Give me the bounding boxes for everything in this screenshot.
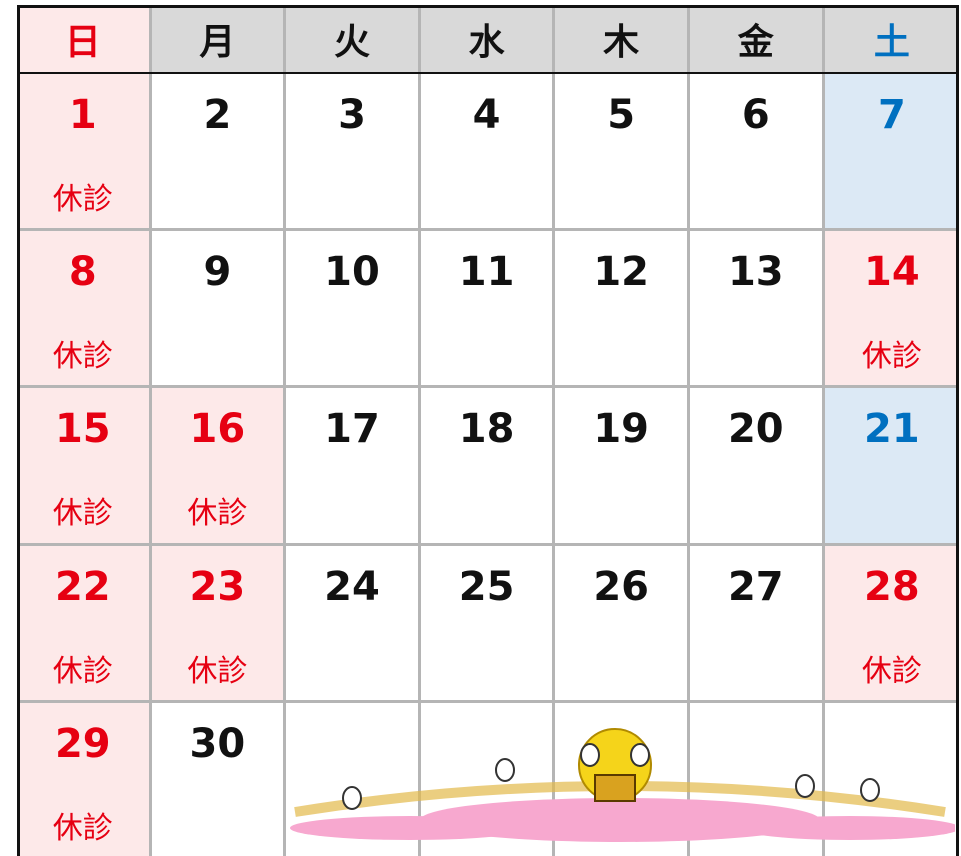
day-number: 3 xyxy=(338,92,366,138)
day-cell xyxy=(286,702,421,856)
day-cell: 15 休診 xyxy=(17,388,152,546)
day-cell: 22 休診 xyxy=(17,545,152,703)
day-number: 20 xyxy=(727,406,784,453)
day-cell: 13 xyxy=(690,231,825,389)
closed-note: 休診 xyxy=(52,339,113,375)
day-number: 29 xyxy=(54,720,111,767)
weekday-header: 日 xyxy=(17,5,152,72)
day-cell: 21 xyxy=(824,388,960,546)
day-number: 12 xyxy=(593,249,650,296)
day-number: 21 xyxy=(864,406,920,453)
day-cell: 23 休診 xyxy=(151,545,287,703)
day-cell: 29 休診 xyxy=(17,702,152,856)
day-cell: 16 休診 xyxy=(151,388,287,546)
closed-note: 休診 xyxy=(187,496,248,532)
weekday-header: 火 xyxy=(286,5,421,72)
day-cell: 1 休診 xyxy=(17,74,152,232)
day-cell: 7 xyxy=(824,74,960,232)
day-cell: 4 xyxy=(420,74,556,232)
day-number: 15 xyxy=(54,406,111,453)
day-cell xyxy=(555,702,690,856)
day-cell: 10 xyxy=(286,231,421,389)
weekday-header: 水 xyxy=(420,5,556,72)
day-cell: 2 xyxy=(151,74,287,232)
day-number: 5 xyxy=(607,92,636,138)
day-number: 17 xyxy=(324,406,380,453)
day-number: 28 xyxy=(864,563,920,610)
closed-note: 休診 xyxy=(52,653,113,689)
day-cell: 12 xyxy=(555,231,690,389)
day-number: 16 xyxy=(189,406,246,453)
day-cell: 27 xyxy=(690,545,825,703)
day-cell: 9 xyxy=(151,231,287,389)
weekday-header: 木 xyxy=(555,5,690,72)
day-number: 13 xyxy=(727,249,784,296)
day-cell: 8 休診 xyxy=(17,231,152,389)
day-number: 27 xyxy=(727,563,784,610)
closed-note: 休診 xyxy=(861,339,922,375)
day-number: 26 xyxy=(593,563,650,610)
closed-note: 休診 xyxy=(52,182,113,217)
day-number: 11 xyxy=(458,249,515,296)
day-number: 2 xyxy=(203,92,232,138)
day-number: 10 xyxy=(324,249,380,296)
closed-note: 休診 xyxy=(861,653,922,689)
closed-note: 休診 xyxy=(52,810,113,846)
day-number: 8 xyxy=(68,249,97,296)
day-number: 9 xyxy=(203,249,232,296)
day-cell xyxy=(421,702,556,856)
day-number: 6 xyxy=(741,92,770,138)
day-number: 7 xyxy=(877,92,906,138)
day-number: 30 xyxy=(189,720,246,767)
day-cell xyxy=(690,702,825,856)
day-number: 18 xyxy=(458,406,515,453)
weekday-header: 土 xyxy=(824,5,960,72)
day-cell: 20 xyxy=(690,388,825,546)
day-cell: 25 xyxy=(420,545,556,703)
day-cell: 19 xyxy=(555,388,690,546)
day-cell: 18 xyxy=(420,388,556,546)
day-cell: 30 xyxy=(152,702,287,856)
day-number: 14 xyxy=(864,249,920,296)
day-cell: 3 xyxy=(286,74,421,232)
day-number: 1 xyxy=(68,92,97,138)
weekday-header: 金 xyxy=(690,5,825,72)
day-cell: 14 休診 xyxy=(824,231,960,389)
moon-decoration xyxy=(290,728,955,842)
day-cell: 26 xyxy=(555,545,690,703)
closed-note: 休診 xyxy=(187,653,248,689)
closed-note: 休診 xyxy=(52,496,113,532)
day-cell: 11 xyxy=(420,231,556,389)
weekday-header: 月 xyxy=(151,5,287,72)
day-number: 22 xyxy=(54,563,111,610)
day-number: 23 xyxy=(189,563,246,610)
day-cell: 5 xyxy=(555,74,690,232)
day-cell: 24 xyxy=(286,545,421,703)
day-number: 25 xyxy=(458,563,515,610)
day-number: 19 xyxy=(593,406,650,453)
day-cell: 17 xyxy=(286,388,421,546)
day-cell: 28 休診 xyxy=(824,545,960,703)
day-cell: 6 xyxy=(690,74,825,232)
day-number: 4 xyxy=(472,92,501,138)
day-number: 24 xyxy=(324,563,380,610)
